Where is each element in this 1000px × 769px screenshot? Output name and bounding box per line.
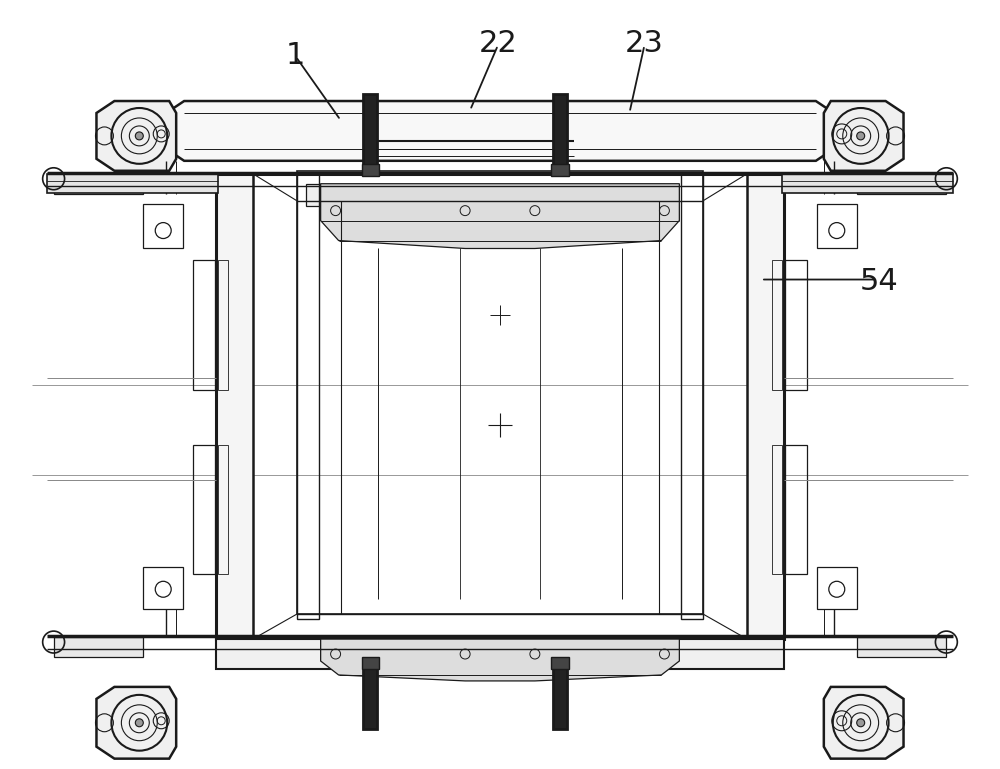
Bar: [681, 174, 703, 619]
Bar: [551, 657, 569, 669]
Bar: [363, 94, 377, 166]
Bar: [782, 174, 953, 193]
Bar: [54, 637, 143, 657]
Bar: [306, 184, 664, 205]
Bar: [193, 444, 215, 574]
Text: 23: 23: [625, 29, 664, 58]
Circle shape: [857, 132, 865, 140]
Bar: [772, 444, 782, 574]
Bar: [297, 171, 703, 614]
Bar: [772, 261, 782, 390]
Bar: [218, 444, 228, 574]
Bar: [785, 444, 807, 574]
Bar: [193, 261, 215, 390]
Polygon shape: [824, 687, 904, 759]
Bar: [216, 639, 784, 669]
Text: 1: 1: [286, 41, 305, 69]
Polygon shape: [96, 687, 176, 759]
Bar: [47, 174, 218, 193]
Bar: [747, 174, 784, 639]
Bar: [785, 261, 807, 390]
Bar: [143, 204, 183, 248]
Bar: [216, 174, 784, 639]
Bar: [551, 164, 569, 176]
Polygon shape: [96, 101, 176, 171]
Bar: [363, 667, 377, 729]
Bar: [143, 568, 183, 609]
Polygon shape: [321, 184, 679, 248]
Bar: [817, 204, 857, 248]
Circle shape: [857, 719, 865, 727]
Bar: [218, 261, 228, 390]
Text: 54: 54: [859, 267, 898, 295]
Polygon shape: [166, 101, 834, 161]
Bar: [362, 657, 379, 669]
Polygon shape: [824, 101, 904, 171]
Bar: [297, 174, 319, 619]
Bar: [553, 94, 567, 166]
Bar: [362, 164, 379, 176]
Bar: [54, 174, 143, 194]
Text: 22: 22: [479, 29, 517, 58]
Bar: [216, 174, 253, 639]
Bar: [857, 637, 946, 657]
Bar: [817, 568, 857, 609]
Circle shape: [135, 719, 143, 727]
Polygon shape: [321, 639, 679, 681]
Bar: [857, 174, 946, 194]
Circle shape: [135, 132, 143, 140]
Bar: [553, 667, 567, 729]
